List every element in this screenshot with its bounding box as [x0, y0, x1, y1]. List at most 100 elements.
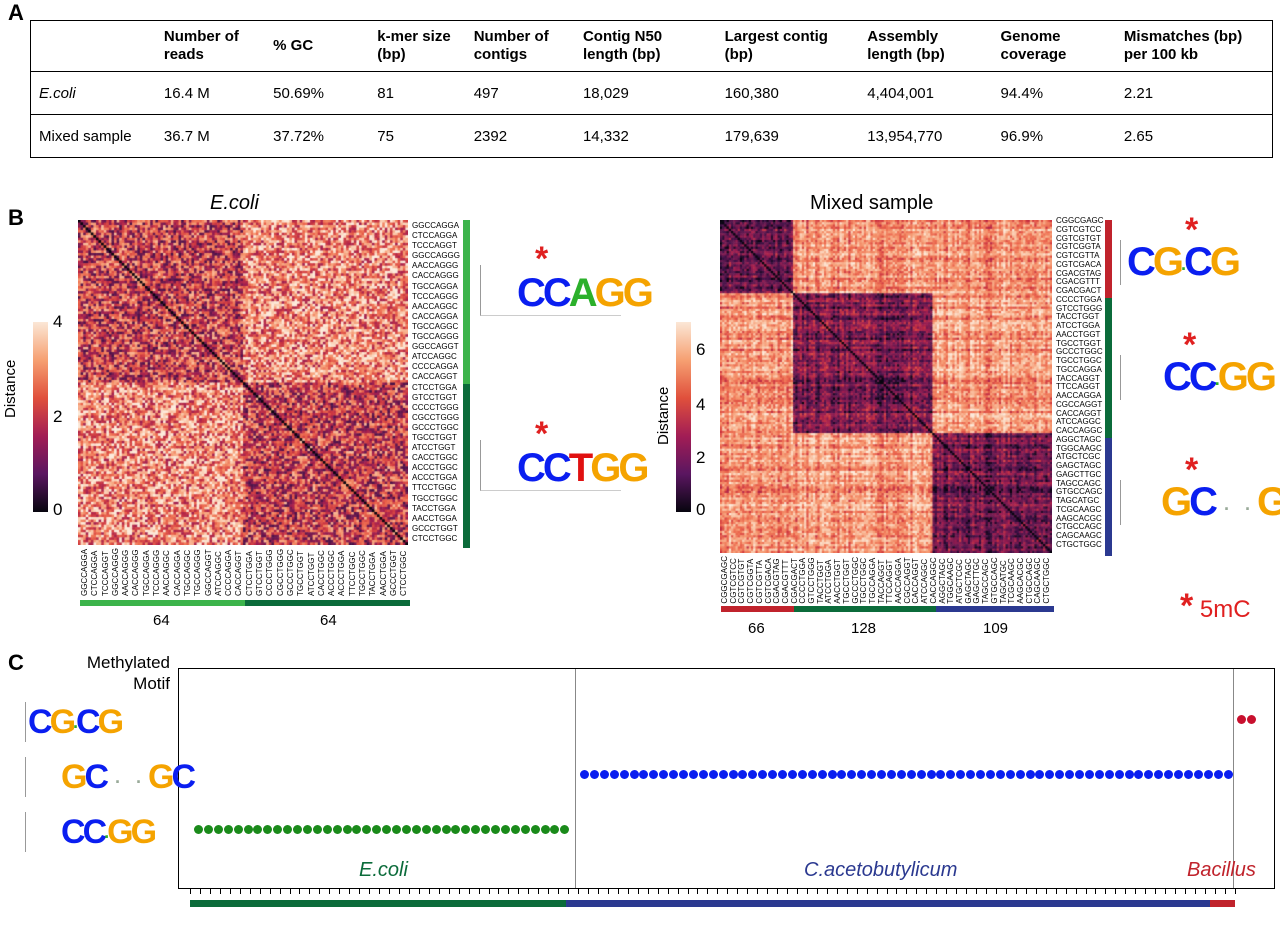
table-cell: 497: [465, 71, 575, 115]
x-tick: [418, 888, 420, 894]
x-tick: [896, 888, 898, 894]
methylation-dot: [401, 825, 411, 834]
methylation-dot: [817, 770, 827, 779]
ecoli-heatmap-title: E.coli: [210, 192, 259, 214]
group-bar-bottom: [80, 600, 245, 606]
x-tick: [578, 888, 580, 894]
methylation-dot: [560, 825, 570, 834]
row-label: GGCCAGGG: [412, 251, 461, 261]
row-label: AACCTGGA: [412, 513, 457, 523]
methylation-dot: [609, 770, 619, 779]
methylation-dot: [233, 825, 243, 834]
x-tick: [359, 888, 361, 894]
group-count: 128: [851, 620, 877, 637]
column-label: CCCCAGGA: [224, 549, 234, 597]
group-bar-ccagg: [463, 220, 470, 384]
table-cell: E.coli: [30, 71, 156, 115]
methylation-dot: [976, 770, 985, 779]
row-label: CGCCAGGT: [1056, 399, 1103, 409]
methylation-dot: [1237, 715, 1246, 724]
methylation-dot: [995, 770, 1005, 779]
x-tick: [1035, 888, 1037, 894]
group-bar-bottom: [245, 600, 410, 606]
column-label: CACCAGGG: [131, 549, 141, 597]
x-tick: [528, 888, 530, 894]
methylation-dot: [867, 770, 877, 779]
x-tick: [239, 888, 241, 894]
x-tick: [777, 888, 779, 894]
row-label: GTCCTGGG: [1056, 303, 1103, 313]
x-tick: [1085, 888, 1087, 894]
methylation-dot: [649, 770, 659, 779]
x-tick: [1214, 888, 1216, 894]
table-cell: 37.72%: [265, 114, 370, 158]
row-label: CACCAGGT: [412, 372, 458, 382]
row-label: TGCCAGGA: [1056, 364, 1102, 374]
column-header: k-mer size (bp): [377, 28, 451, 63]
group-bar-gcngc: [1105, 438, 1112, 556]
row-label: GGCCAGGT: [412, 342, 459, 352]
methyl-star-icon: *: [1185, 451, 1199, 489]
table-header: Number of reads % GC k-mer size (bp) Number…: [31, 21, 1273, 72]
methylation-dot: [253, 825, 263, 834]
methyl-star-icon: *: [535, 240, 549, 278]
row-label: GCCCTGGT: [412, 523, 458, 533]
x-tick: [379, 888, 381, 894]
x-tick: [458, 888, 460, 894]
methylation-dot: [748, 770, 758, 779]
methylation-dot: [530, 825, 540, 834]
x-tick: [438, 888, 440, 894]
methylation-dot: [451, 825, 461, 834]
x-tick: [1115, 888, 1117, 894]
x-tick: [369, 888, 371, 894]
column-label: CACCAGGA: [172, 550, 182, 597]
row-label: GTGCCAGC: [1056, 487, 1103, 497]
x-tick: [1015, 888, 1017, 894]
row-label: TCCCAGGT: [412, 241, 457, 251]
colorbar-tick: 0: [696, 500, 706, 519]
column-label: TTCCTGGC: [347, 551, 357, 597]
methylation-dot: [1094, 770, 1104, 779]
methylation-dot: [728, 770, 738, 779]
methylation-dot: [807, 770, 817, 779]
methylation-dot: [589, 770, 599, 779]
y-axis-title: Methylated Motif: [86, 653, 170, 693]
column-label: ATCCTGGT: [306, 552, 316, 597]
x-tick: [508, 888, 510, 894]
colorbar-tick: 6: [696, 340, 706, 359]
table-cell: 36.7 M: [155, 114, 266, 158]
column-label: TGCCAGGA: [141, 550, 151, 597]
x-tick: [1105, 888, 1107, 894]
methylation-dot: [1124, 770, 1134, 779]
x-tick: [1025, 888, 1027, 894]
table-row: Mixed sample 36.7 M 37.72% 75 2392 14,332 179,…: [30, 114, 1273, 158]
x-tick: [886, 888, 888, 894]
table-cell: 81: [369, 71, 466, 115]
row-label: CACCTGGC: [412, 453, 458, 463]
row-label: CGTCGTTA: [1056, 251, 1100, 260]
x-tick: [279, 888, 281, 894]
x-tick: [1075, 888, 1077, 894]
column-label: ACCCTGGC: [327, 550, 337, 597]
x-tick: [428, 888, 430, 894]
column-label: ACCCTGGA: [337, 550, 347, 597]
row-label: GAGCTTGC: [1056, 469, 1102, 479]
methylation-dot: [698, 770, 708, 779]
x-tick: [976, 888, 978, 894]
x-tick: [1095, 888, 1097, 894]
methylation-dot: [471, 825, 481, 834]
motif-logo-text: GC··GC: [61, 758, 196, 796]
row-label: TGCCAGGG: [412, 332, 459, 342]
x-tick: [986, 888, 987, 894]
row-label: CCCCAGGA: [412, 362, 459, 372]
methylation-dot: [203, 825, 213, 834]
methylation-dot: [421, 825, 431, 834]
row-label: ATCCTGGT: [412, 443, 456, 453]
x-tick: [796, 888, 798, 894]
methylation-dot: [1193, 770, 1203, 779]
methylation-dot: [669, 770, 679, 779]
row-label: TGCCAGGA: [412, 281, 458, 291]
methylation-dot: [926, 770, 936, 779]
x-tick: [309, 888, 311, 894]
methylation-dot: [837, 770, 847, 779]
